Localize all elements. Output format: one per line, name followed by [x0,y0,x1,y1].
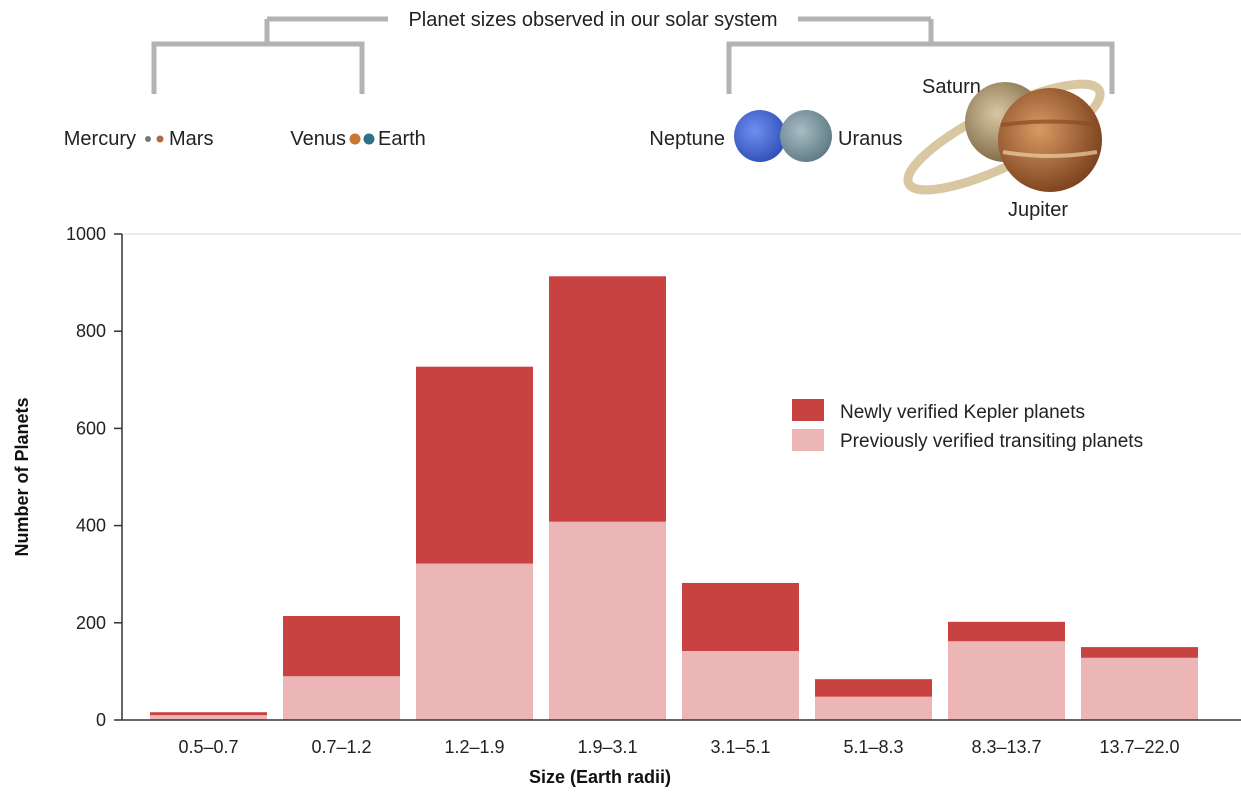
x-tick-label: 0.7–1.2 [311,737,371,757]
label-earth: Earth [378,128,426,150]
venus-planet [349,133,361,145]
header-title: Planet sizes observed in our solar syste… [408,9,777,31]
bar-newly [549,276,666,522]
label-mars: Mars [169,128,213,150]
x-tick-label: 0.5–0.7 [178,737,238,757]
legend-swatch-newly [792,399,824,421]
bar-newly [815,679,932,697]
bar-previous [283,676,400,720]
jupiter-band [1002,150,1098,158]
label-uranus: Uranus [838,128,902,150]
legend-swatch-previous [792,429,824,451]
y-tick-label: 400 [76,516,106,536]
bar-previous [682,650,799,720]
y-axis-title: Number of Planets [12,397,32,556]
x-tick-label: 1.9–3.1 [577,737,637,757]
bar-newly [283,615,400,677]
neptune-planet [734,110,786,162]
bar-newly [150,712,267,716]
bar-previous [948,641,1065,720]
y-tick-label: 1000 [66,224,106,244]
jupiter-planet [998,88,1102,192]
x-axis-title: Size (Earth radii) [529,767,671,787]
legend-label-previous: Previously verified transiting planets [840,431,1143,452]
x-tick-label: 1.2–1.9 [444,737,504,757]
legend-label-newly: Newly verified Kepler planets [840,402,1085,423]
bar-newly [682,582,799,651]
planets-illustration: Mercury Mars Venus Earth Neptune Uranus … [64,76,1105,221]
bar-previous [1081,657,1198,720]
axes [114,233,1241,721]
mercury-planet [145,136,151,142]
y-tick-label: 200 [76,613,106,633]
uranus-planet [780,110,832,162]
label-venus: Venus [290,128,346,150]
bracket-right [726,41,1115,94]
x-tick-label: 8.3–13.7 [971,737,1041,757]
y-tick-label: 800 [76,321,106,341]
mars-planet [156,135,164,143]
bracket-left [151,41,365,94]
label-mercury: Mercury [64,128,136,150]
label-neptune: Neptune [649,128,725,150]
header-bracket: Planet sizes observed in our solar syste… [151,9,1115,94]
earth-planet [363,133,375,145]
x-tick-label: 5.1–8.3 [843,737,903,757]
y-tick-label: 600 [76,418,106,438]
bar-previous [416,563,533,720]
bar-previous [549,521,666,720]
label-jupiter: Jupiter [1008,199,1068,221]
bar-newly [948,621,1065,642]
y-tick-labels: 0 200 400 600 800 1000 [66,224,106,730]
x-tick-labels: 0.5–0.7 0.7–1.2 1.2–1.9 1.9–3.1 3.1–5.1 5.1–8… [178,737,1179,757]
bar-previous [150,715,267,720]
bar-previous [815,696,932,720]
y-tick-label: 0 [96,710,106,730]
jupiter-band [1000,119,1100,127]
label-saturn: Saturn [922,76,981,98]
bars [150,276,1198,720]
bar-newly [1081,647,1198,658]
x-tick-label: 13.7–22.0 [1099,737,1179,757]
bar-newly [416,366,533,564]
x-tick-label: 3.1–5.1 [710,737,770,757]
legend: Newly verified Kepler planets Previously… [792,399,1143,452]
